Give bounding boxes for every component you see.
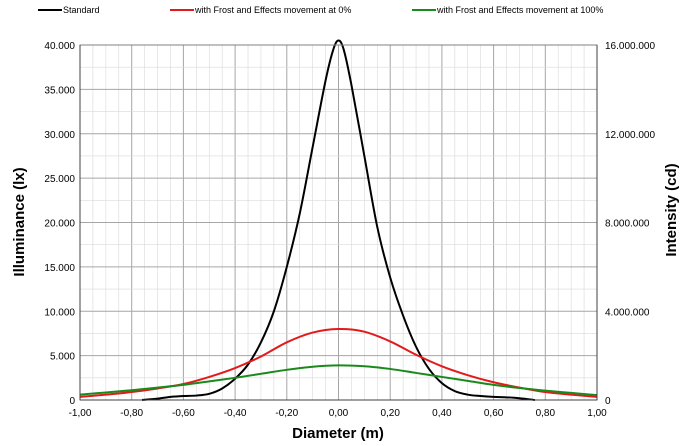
x-tick-label: 0,40 (432, 408, 452, 419)
y2-tick-label: 4.000.000 (605, 307, 650, 318)
x-tick-label: 1,00 (587, 408, 607, 419)
x-tick-label: -0,40 (224, 408, 247, 419)
x-axis-title: Diameter (m) (292, 425, 384, 442)
x-tick-label: -0,20 (275, 408, 298, 419)
y-axis-title: Illuminance (lx) (11, 167, 28, 276)
y2-tick-label: 16.000.000 (605, 41, 655, 52)
x-tick-label: 0,00 (329, 408, 349, 419)
plot-frame (79, 44, 598, 401)
legend-label: Standard (63, 5, 100, 15)
legend-label: with Frost and Effects movement at 0% (194, 5, 351, 15)
y-tick-label: 5.000 (50, 352, 75, 363)
y2-axis-title: Intensity (cd) (663, 163, 680, 256)
x-tick-label: -0,60 (172, 408, 195, 419)
series-line-3 (79, 364, 598, 397)
y-tick-label: 0 (69, 396, 75, 407)
legend: Standard with Frost and Effects movement … (38, 5, 603, 15)
y-tick-label: 40.000 (44, 41, 75, 52)
series-lines (79, 39, 598, 401)
y-tick-label: 25.000 (44, 174, 75, 185)
series-line-1 (141, 39, 536, 401)
y-tick-label: 15.000 (44, 263, 75, 274)
y-tick-label: 10.000 (44, 307, 75, 318)
x-tick-label: -0,80 (120, 408, 143, 419)
y-tick-label: 20.000 (44, 219, 75, 230)
y-tick-label: 35.000 (44, 85, 75, 96)
x-tick-label: 0,20 (380, 408, 400, 419)
x-tick-label: -1,00 (69, 408, 92, 419)
grid (79, 44, 598, 401)
tick-labels: -1,00 -0,80 -0,60 -0,40 -0,20 0,00 0,20 0,40 0,6… (44, 41, 655, 419)
y2-tick-label: 0 (605, 396, 611, 407)
y-tick-label: 30.000 (44, 130, 75, 141)
x-tick-label: 0,60 (484, 408, 504, 419)
legend-label: with Frost and Effects movement at 100% (436, 5, 603, 15)
x-tick-label: 0,80 (536, 408, 556, 419)
y2-tick-label: 8.000.000 (605, 219, 650, 230)
y2-tick-label: 12.000.000 (605, 130, 655, 141)
